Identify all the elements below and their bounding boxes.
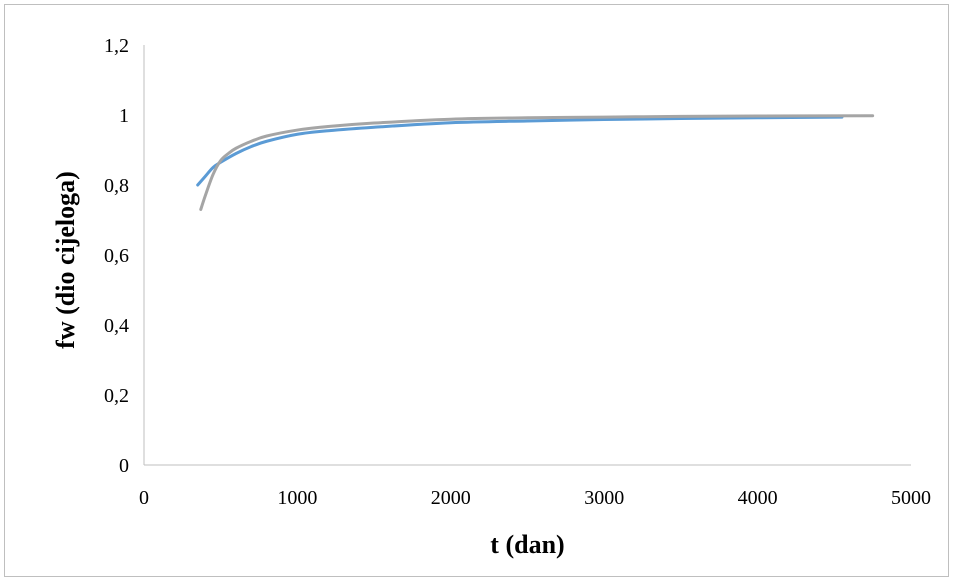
x-tick-label: 1000	[277, 487, 317, 509]
y-tick-label: 0,4	[104, 315, 129, 337]
y-tick-label: 1,2	[104, 35, 129, 57]
series-layer	[196, 114, 875, 211]
chart-frame	[4, 4, 949, 577]
y-tick-labels: 0 0,2 0,4 0,6 0,8 1 1,2	[104, 35, 129, 477]
y-tick-label: 0,6	[104, 245, 129, 267]
y-tick-label: 0,2	[104, 385, 129, 407]
x-axis-title: t (dan)	[490, 530, 564, 559]
series-line-2	[199, 114, 875, 211]
y-tick-label: 0,8	[104, 175, 129, 197]
y-axis-title: fw (dio cijeloga)	[51, 171, 80, 349]
y-tick-label: 1	[119, 105, 129, 127]
x-tick-label: 0	[139, 487, 149, 509]
y-tick-label: 0	[119, 455, 129, 477]
x-tick-label: 5000	[891, 487, 931, 509]
axes	[143, 45, 911, 466]
x-tick-labels: 0 1000 2000 3000 4000 5000	[139, 487, 931, 509]
x-tick-label: 4000	[738, 487, 778, 509]
x-tick-label: 2000	[431, 487, 471, 509]
series-line-1	[196, 115, 844, 187]
x-tick-label: 3000	[584, 487, 624, 509]
